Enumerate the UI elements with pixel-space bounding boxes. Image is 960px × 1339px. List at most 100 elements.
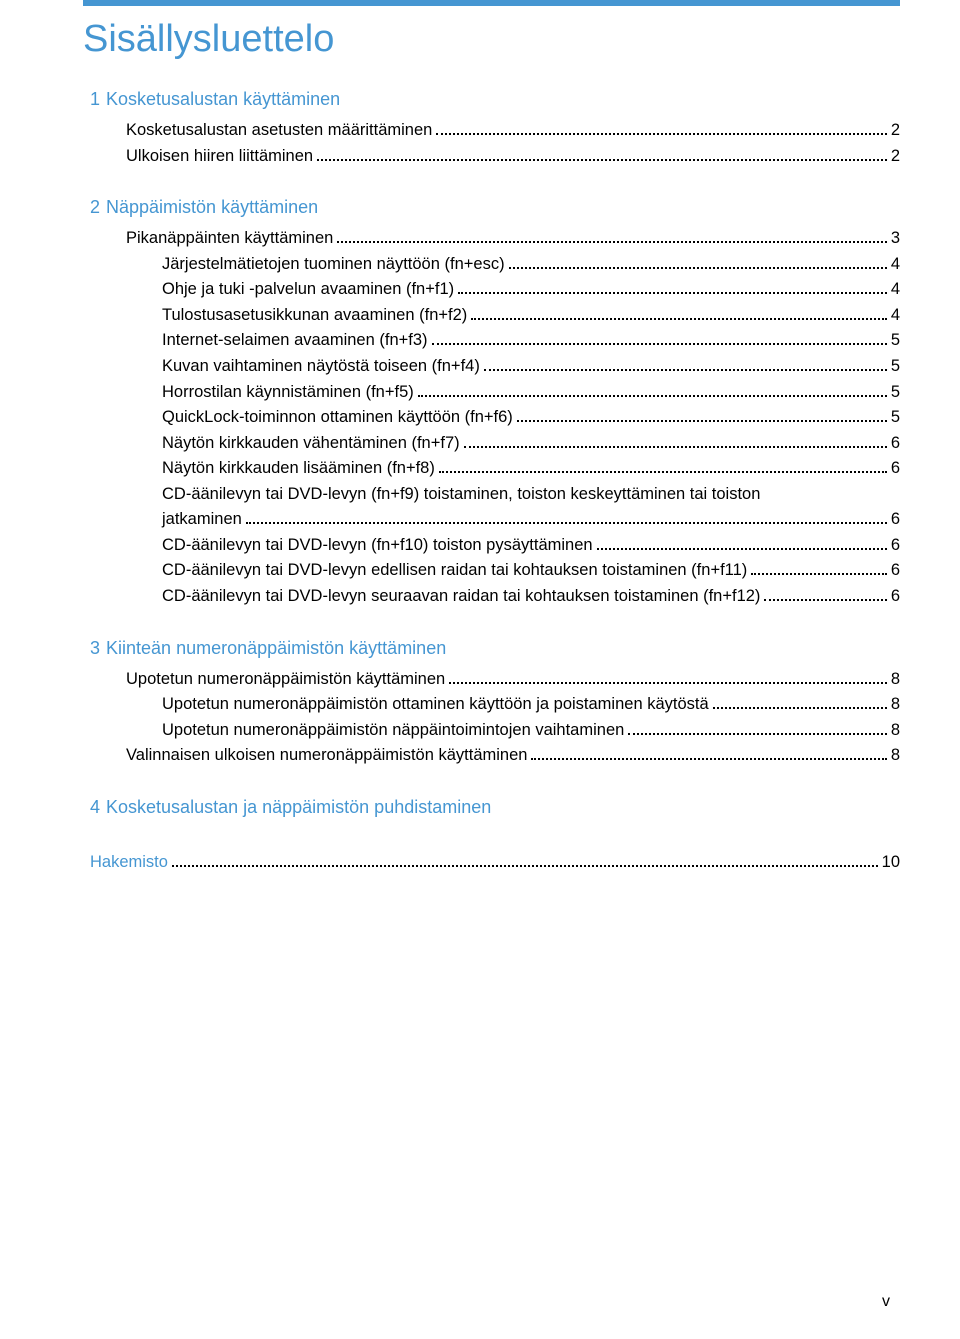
toc-entry-page: 6 (891, 456, 900, 482)
toc-entry[interactable]: Ohje ja tuki -palvelun avaaminen (fn+f1)… (90, 277, 900, 303)
toc-entry-text: Tulostusasetusikkunan avaaminen (fn+f2) (162, 303, 467, 329)
leader-dots (449, 682, 887, 684)
toc-entry-text: Upotetun numeronäppäimistön ottaminen kä… (162, 692, 709, 718)
section-heading[interactable]: 2Näppäimistön käyttäminen (90, 197, 900, 218)
toc-entry-text: CD-äänilevyn tai DVD-levyn seuraavan rai… (162, 584, 760, 610)
toc-entry-page: 2 (891, 118, 900, 144)
leader-dots (509, 267, 887, 269)
leader-dots (531, 758, 886, 760)
toc-entry-text: Näytön kirkkauden vähentäminen (fn+f7) (162, 431, 460, 457)
leader-dots (628, 733, 887, 735)
leader-dots (436, 133, 886, 135)
toc-entry-page: 8 (891, 667, 900, 693)
section-number: 4 (90, 797, 100, 817)
toc-entry-text: Järjestelmätietojen tuominen näyttöön (f… (162, 252, 505, 278)
toc-entry-page: 5 (891, 380, 900, 406)
leader-dots (246, 522, 887, 524)
toc-entry-text: Upotetun numeronäppäimistön näppäintoimi… (162, 718, 624, 744)
leader-dots (517, 420, 887, 422)
page-title: Sisällysluettelo (83, 18, 900, 61)
toc-entry[interactable]: Upotetun numeronäppäimistön ottaminen kä… (90, 692, 900, 718)
toc-entry-text: Pikanäppäinten käyttäminen (126, 226, 333, 252)
leader-dots (751, 573, 887, 575)
toc-entry-page: 2 (891, 144, 900, 170)
toc-entry-text: Horrostilan käynnistäminen (fn+f5) (162, 380, 414, 406)
toc-entry-page: 4 (891, 277, 900, 303)
toc-entry-text: Valinnaisen ulkoisen numeronäppäimistön … (126, 743, 527, 769)
toc-entry-page: 6 (891, 533, 900, 559)
section-heading[interactable]: 1 Kosketusalustan käyttäminen (90, 89, 900, 110)
toc-entry-text: Ohje ja tuki -palvelun avaaminen (fn+f1) (162, 277, 454, 303)
index-page: 10 (882, 850, 900, 876)
page-number: v (882, 1293, 890, 1311)
page: Sisällysluettelo 1 Kosketusalustan käyttä… (0, 0, 960, 1339)
toc-entry[interactable]: Horrostilan käynnistäminen (fn+f5) 5 (90, 380, 900, 406)
toc-entry-text: QuickLock-toiminnon ottaminen käyttöön (… (162, 405, 513, 431)
toc-entry[interactable]: CD-äänilevyn tai DVD-levyn (fn+f9) toist… (90, 482, 900, 533)
leader-dots (471, 318, 887, 320)
toc-entry[interactable]: Näytön kirkkauden vähentäminen (fn+f7) 6 (90, 431, 900, 457)
toc-entry[interactable]: Valinnaisen ulkoisen numeronäppäimistön … (90, 743, 900, 769)
toc-entry[interactable]: Järjestelmätietojen tuominen näyttöön (f… (90, 252, 900, 278)
toc-body: 1 Kosketusalustan käyttäminen Kosketusalus… (90, 89, 900, 818)
toc-entry-page: 3 (891, 226, 900, 252)
leader-dots (172, 865, 878, 867)
section-number: 1 (90, 89, 100, 109)
toc-entry[interactable]: Upotetun numeronäppäimistön käyttäminen 8 (90, 667, 900, 693)
toc-entry-text: jatkaminen (162, 507, 242, 533)
toc-entry-page: 6 (891, 507, 900, 533)
toc-entry-page: 8 (891, 692, 900, 718)
leader-dots (597, 548, 887, 550)
section-title: Kosketusalustan käyttäminen (106, 89, 340, 109)
toc-entry[interactable]: CD-äänilevyn tai DVD-levyn (fn+f10) tois… (90, 533, 900, 559)
toc-entry-page: 5 (891, 354, 900, 380)
section-title: Kiinteän numeronäppäimistön käyttäminen (106, 638, 446, 658)
index-label: Hakemisto (90, 850, 168, 876)
toc-entry[interactable]: Upotetun numeronäppäimistön näppäintoimi… (90, 718, 900, 744)
leader-dots (418, 395, 887, 397)
leader-dots (337, 241, 887, 243)
toc-entry-page: 8 (891, 718, 900, 744)
toc-entry[interactable]: QuickLock-toiminnon ottaminen käyttöön (… (90, 405, 900, 431)
toc-entry-text: Näytön kirkkauden lisääminen (fn+f8) (162, 456, 435, 482)
toc-entry[interactable]: Ulkoisen hiiren liittäminen 2 (90, 144, 900, 170)
leader-dots (713, 707, 887, 709)
toc-entry[interactable]: Kosketusalustan asetusten määrittäminen 2 (90, 118, 900, 144)
toc-entry[interactable]: CD-äänilevyn tai DVD-levyn edellisen rai… (90, 558, 900, 584)
title-bar (83, 0, 900, 6)
section-heading[interactable]: 3 Kiinteän numeronäppäimistön käyttäminen (90, 638, 900, 659)
leader-dots (317, 159, 887, 161)
toc-entry[interactable]: Internet-selaimen avaaminen (fn+f3) 5 (90, 328, 900, 354)
toc-entry-page: 6 (891, 558, 900, 584)
toc-entry-page: 8 (891, 743, 900, 769)
toc-entry[interactable]: Näytön kirkkauden lisääminen (fn+f8) 6 (90, 456, 900, 482)
section-title: Kosketusalustan ja näppäimistön puhdista… (106, 797, 491, 817)
section-title: Näppäimistön käyttäminen (106, 197, 318, 217)
toc-entry-text: Ulkoisen hiiren liittäminen (126, 144, 313, 170)
toc-entry-page: 5 (891, 405, 900, 431)
toc-entry[interactable]: Kuvan vaihtaminen näytöstä toiseen (fn+f… (90, 354, 900, 380)
toc-entry-page: 4 (891, 252, 900, 278)
toc-entry-text: CD-äänilevyn tai DVD-levyn (fn+f10) tois… (162, 533, 593, 559)
toc-entry[interactable]: CD-äänilevyn tai DVD-levyn seuraavan rai… (90, 584, 900, 610)
toc-entry[interactable]: Tulostusasetusikkunan avaaminen (fn+f2) 4 (90, 303, 900, 329)
toc-entry-page: 4 (891, 303, 900, 329)
leader-dots (484, 369, 887, 371)
toc-entry-text: Upotetun numeronäppäimistön käyttäminen (126, 667, 445, 693)
index-entry[interactable]: Hakemisto 10 (90, 850, 900, 876)
toc-entry-page: 6 (891, 431, 900, 457)
leader-dots (764, 599, 886, 601)
toc-entry-text: Kosketusalustan asetusten määrittäminen (126, 118, 432, 144)
leader-dots (439, 471, 887, 473)
toc-entry-text: CD-äänilevyn tai DVD-levyn edellisen rai… (162, 558, 747, 584)
toc-entry[interactable]: Pikanäppäinten käyttäminen 3 (90, 226, 900, 252)
toc-entry-page: 5 (891, 328, 900, 354)
leader-dots (464, 446, 887, 448)
toc-entry-text: Internet-selaimen avaaminen (fn+f3) (162, 328, 428, 354)
leader-dots (458, 292, 887, 294)
section-number: 3 (90, 638, 100, 658)
toc-entry-text: Kuvan vaihtaminen näytöstä toiseen (fn+f… (162, 354, 480, 380)
toc-entry-page: 6 (891, 584, 900, 610)
section-heading[interactable]: 4 Kosketusalustan ja näppäimistön puhdist… (90, 797, 900, 818)
leader-dots (432, 343, 887, 345)
